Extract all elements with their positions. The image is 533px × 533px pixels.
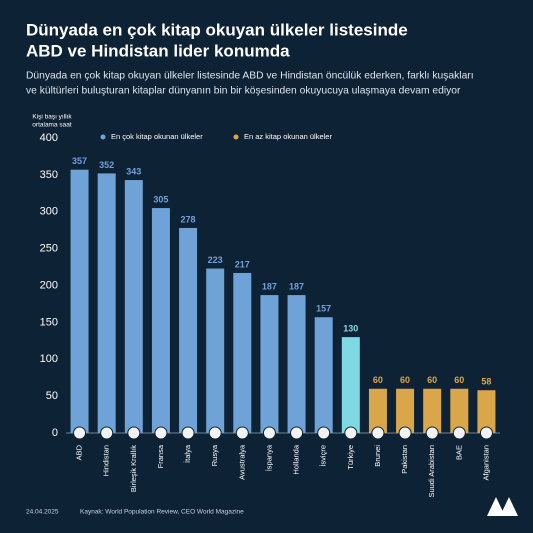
value-label: 187 [262,281,277,291]
x-tick-label: Suudi Arabistan [427,445,436,498]
value-label: 60 [400,375,410,385]
bar [233,272,252,433]
flag [317,426,331,440]
value-label: 60 [427,375,437,385]
y-tick-label: 0 [52,427,58,439]
x-tick-label: Fransa [156,444,165,468]
y-tick-label: 50 [46,390,58,402]
legend-marker [100,134,106,140]
x-tick-label: İsviçre [319,445,328,467]
y-tick-label: 300 [40,206,58,218]
date: 24.04.2025 [26,509,59,516]
legend-label: En az kitap okunan ülkeler [244,132,332,141]
value-label: 60 [373,375,383,385]
flag [235,426,249,440]
bar [70,169,89,433]
value-label: 130 [343,324,358,334]
x-tick-label: BAE [454,445,463,460]
flag [290,426,304,440]
flag [181,426,195,440]
x-tick-label: Brunei [373,445,382,467]
flag [398,426,412,440]
x-tick-label: Türkiye [346,445,355,470]
value-label: 223 [208,255,223,265]
flag [73,426,87,440]
flag [452,426,466,440]
value-label: 343 [126,166,141,176]
value-label: 58 [481,377,491,387]
value-label: 157 [316,304,331,314]
bar [206,268,225,433]
x-tick-label: İtalya [183,444,192,463]
value-label: 217 [235,259,250,269]
value-label: 305 [153,194,168,204]
y-tick-label: 250 [40,243,58,255]
y-axis-label: ortalama saat [32,122,72,129]
x-tick-label: Birleşik Krallık [129,445,138,492]
legend-marker [233,134,239,140]
flag [344,426,358,440]
chart-title: ABD ve Hindistan lider konumda [26,41,290,60]
chart-title: Dünyada en çok kitap okuyan ülkeler list… [26,20,408,39]
flag [371,426,385,440]
y-tick-label: 350 [40,169,58,181]
y-axis-label: Kişi başı yıllık [32,114,72,121]
bar [124,180,143,433]
bar [477,390,496,433]
logo [487,497,518,516]
bar [368,388,387,433]
value-label: 187 [289,281,304,291]
x-tick-label: İspanya [264,444,273,471]
x-tick-label: ABD [75,444,84,460]
x-tick-label: Pakistan [400,445,409,474]
bar [450,388,469,433]
flag [154,426,168,440]
x-tick-label: Afganistan [481,445,490,480]
x-tick-label: Hollanda [292,444,301,474]
flag [262,426,276,440]
flag [100,426,114,440]
y-tick-label: 400 [40,132,58,144]
bar [341,337,360,433]
x-tick-label: Rusya [210,444,219,466]
bar [179,227,198,433]
x-tick-label: Hindistan [102,445,111,476]
bar [260,295,279,433]
bar [287,295,306,433]
y-tick-label: 200 [40,279,58,291]
subtitle: Dünyada en çok kitap okuyan ülkeler list… [26,71,474,82]
value-label: 357 [72,156,87,166]
flag [127,426,141,440]
value-label: 60 [454,375,464,385]
bar [314,317,333,433]
x-tick-label: Avustralya [237,444,246,480]
y-tick-label: 100 [40,353,58,365]
legend-label: En çok kitap okunan ülkeler [111,132,203,141]
bar [396,388,415,433]
bar [97,173,116,433]
flag [479,426,493,440]
flag [425,426,439,440]
bar [151,208,170,433]
subtitle: ve kültürleri buluşturan kitaplar dünyan… [26,86,461,97]
source: Kaynak: World Population Review, CEO Wor… [80,509,244,516]
y-tick-label: 150 [40,316,58,328]
value-label: 352 [99,160,114,170]
value-label: 278 [181,214,196,224]
flag [208,426,222,440]
bar [423,388,442,433]
